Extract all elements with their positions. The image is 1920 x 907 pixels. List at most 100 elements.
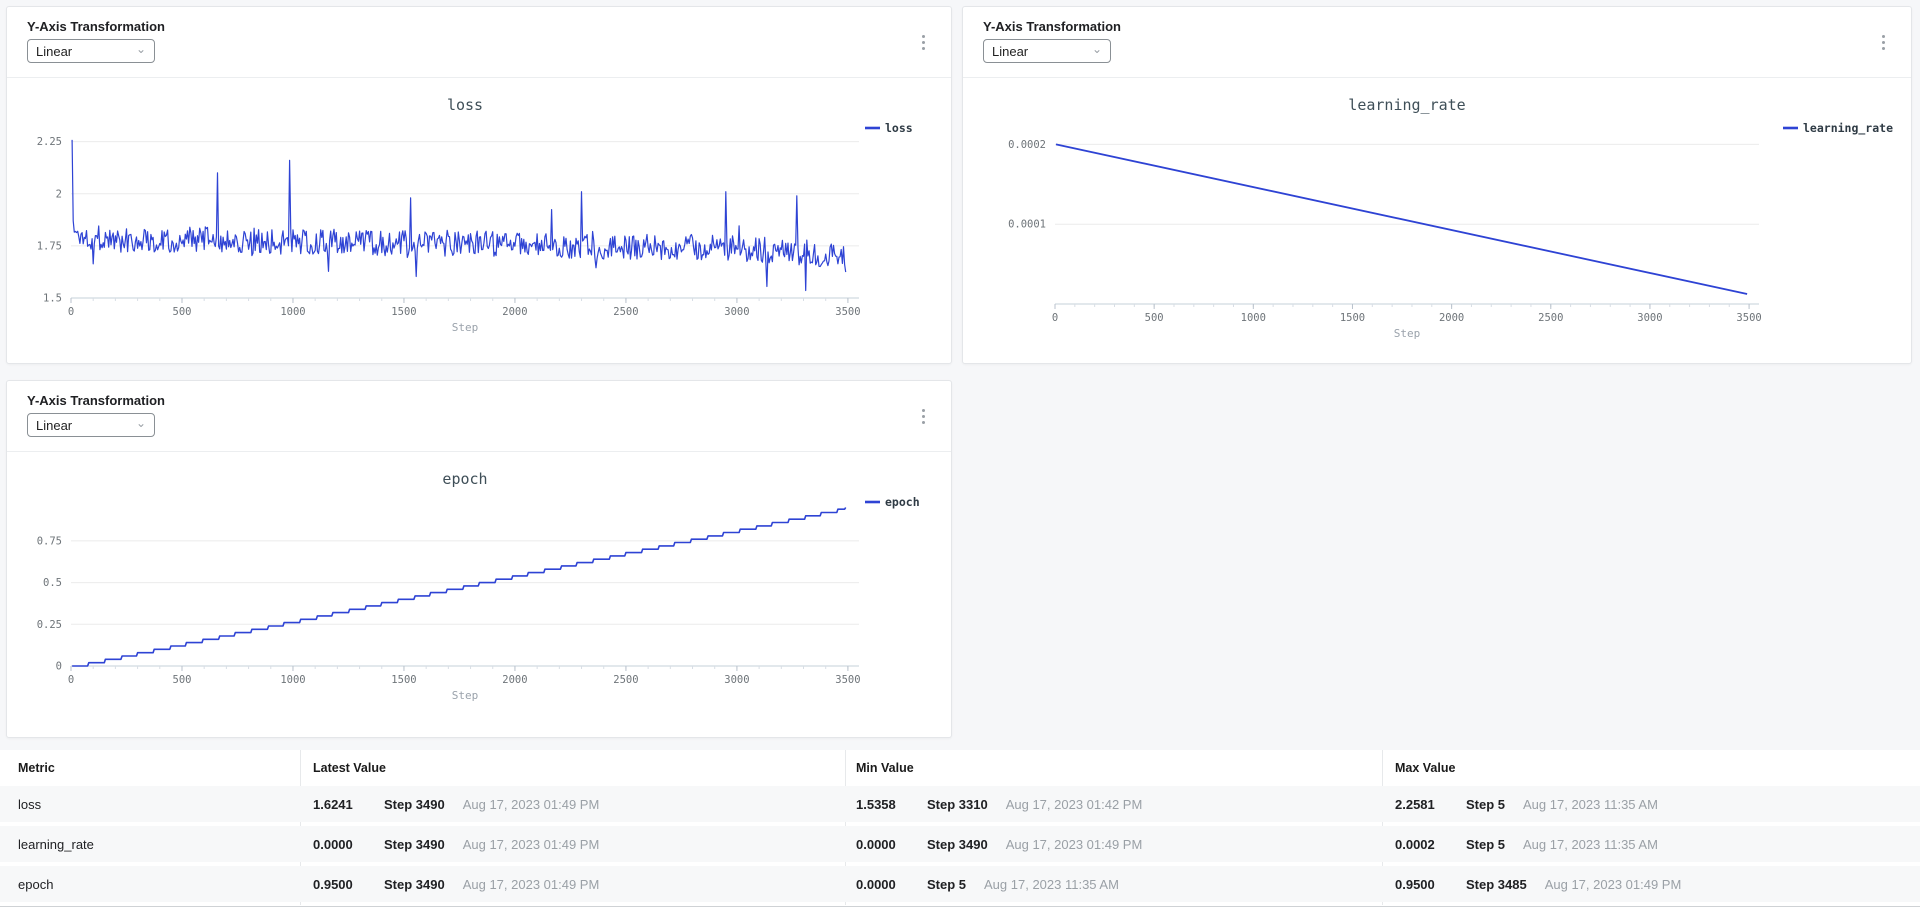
- x-tick-label: 1000: [280, 306, 305, 318]
- min-step-label: Step 5: [927, 876, 967, 892]
- x-tick-label: 2500: [613, 674, 638, 686]
- max-value-cell: 2.2581 Step 5 Aug 17, 2023 11:35 AM: [1395, 786, 1658, 822]
- metric-name-cell: loss: [18, 786, 41, 822]
- latest-timestamp: Aug 17, 2023 01:49 PM: [462, 836, 600, 852]
- column-header-latest-value: Latest Value: [313, 761, 386, 775]
- min-value-cell: 0.0000 Step 5 Aug 17, 2023 11:35 AM: [856, 866, 1119, 902]
- more-options-icon[interactable]: [1878, 31, 1889, 54]
- x-tick-label: 500: [1145, 312, 1164, 324]
- max-value: 0.9500: [1395, 876, 1435, 892]
- x-tick-label: 2000: [502, 674, 527, 686]
- legend-label: epoch: [885, 495, 920, 509]
- chevron-down-icon: ⌄: [135, 42, 146, 56]
- max-step-label: Step 5: [1466, 836, 1506, 852]
- select-value: Linear: [992, 43, 1029, 59]
- card-header: Y-Axis Transformation Linear ⌄: [963, 7, 1911, 78]
- x-tick-label: 2500: [1538, 312, 1563, 324]
- latest-value: 0.0000: [313, 836, 353, 852]
- min-value-cell: 0.0000 Step 3490 Aug 17, 2023 01:49 PM: [856, 826, 1142, 862]
- max-timestamp: Aug 17, 2023 01:49 PM: [1544, 876, 1682, 892]
- y-axis-transformation-select[interactable]: Linear ⌄: [27, 413, 155, 437]
- x-tick-label: 3000: [724, 674, 749, 686]
- x-tick-label: 2000: [502, 306, 527, 318]
- chart-card-learning-rate: Y-Axis Transformation Linear ⌄ 0.0001 0.0…: [962, 6, 1912, 364]
- max-timestamp: Aug 17, 2023 11:35 AM: [1523, 796, 1658, 812]
- series-line: [71, 139, 847, 292]
- metric-name: learning_rate: [18, 836, 94, 852]
- min-value-cell: 1.5358 Step 3310 Aug 17, 2023 01:42 PM: [856, 786, 1142, 822]
- min-timestamp: Aug 17, 2023 01:42 PM: [1005, 796, 1143, 812]
- max-value-cell: 0.0002 Step 5 Aug 17, 2023 11:35 AM: [1395, 826, 1658, 862]
- card-header: Y-Axis Transformation Linear ⌄: [7, 7, 951, 78]
- latest-step-label: Step 3490: [384, 796, 445, 812]
- x-tick-label: 3000: [1637, 312, 1662, 324]
- min-timestamp: Aug 17, 2023 11:35 AM: [984, 876, 1119, 892]
- latest-step-label: Step 3490: [384, 836, 445, 852]
- y-axis-transformation-label: Y-Axis Transformation: [983, 19, 1121, 34]
- more-options-icon[interactable]: [918, 31, 929, 54]
- latest-value-cell: 0.0000 Step 3490 Aug 17, 2023 01:49 PM: [313, 826, 599, 862]
- y-tick-label: 0.0002: [1008, 139, 1046, 151]
- y-tick-label: 0.0001: [1008, 219, 1046, 231]
- latest-timestamp: Aug 17, 2023 01:49 PM: [462, 796, 600, 812]
- column-header-min-value: Min Value: [856, 761, 914, 775]
- x-tick-label: 1500: [391, 674, 416, 686]
- x-tick-label: 1500: [391, 306, 416, 318]
- x-tick-label: 2500: [613, 306, 638, 318]
- min-value: 1.5358: [856, 796, 896, 812]
- y-tick-label: 0: [56, 661, 62, 673]
- latest-value-cell: 0.9500 Step 3490 Aug 17, 2023 01:49 PM: [313, 866, 599, 902]
- x-tick-label: 500: [173, 306, 192, 318]
- chevron-down-icon: ⌄: [135, 416, 146, 430]
- y-axis-transformation-select[interactable]: Linear ⌄: [983, 39, 1111, 63]
- latest-value: 1.6241: [313, 796, 353, 812]
- latest-timestamp: Aug 17, 2023 01:49 PM: [462, 876, 600, 892]
- legend-label: learning_rate: [1803, 121, 1893, 136]
- chevron-down-icon: ⌄: [1091, 42, 1102, 56]
- column-header-max-value: Max Value: [1395, 761, 1456, 775]
- y-tick-label: 2.25: [37, 136, 62, 148]
- y-tick-label: 0.25: [37, 619, 62, 631]
- y-axis-transformation-control: Y-Axis Transformation Linear ⌄: [27, 19, 165, 63]
- metric-name-cell: learning_rate: [18, 826, 94, 862]
- latest-value-cell: 1.6241 Step 3490 Aug 17, 2023 01:49 PM: [313, 786, 599, 822]
- chart-title: epoch: [442, 470, 487, 488]
- x-tick-label: 0: [1052, 312, 1058, 324]
- chart-title: loss: [447, 96, 483, 114]
- epoch-chart: 0 0.25 0.5 0.75 0 500 1000 1500 2000 2500 3000 3500…: [37, 470, 920, 702]
- y-axis-transformation-control: Y-Axis Transformation Linear ⌄: [27, 393, 165, 437]
- legend-label: loss: [885, 121, 913, 135]
- y-axis-transformation-select[interactable]: Linear ⌄: [27, 39, 155, 63]
- chart-card-loss: Y-Axis Transformation Linear ⌄ 1.5 1.75 2 2…: [6, 6, 952, 364]
- table-row: learning_rate 0.0000 Step 3490 Aug 17, 2023…: [0, 826, 1920, 862]
- min-value: 0.0000: [856, 876, 896, 892]
- y-tick-label: 2: [56, 188, 62, 200]
- column-header-metric: Metric: [18, 761, 55, 775]
- select-value: Linear: [36, 43, 73, 59]
- latest-step-label: Step 3490: [384, 876, 445, 892]
- x-tick-label: 3500: [835, 306, 860, 318]
- loss-chart: 1.5 1.75 2 2.25 0 500 1000 1500 2000 2500 3000 3500…: [37, 96, 913, 334]
- x-tick-label: 1000: [280, 674, 305, 686]
- metric-name: epoch: [18, 876, 54, 892]
- y-tick-label: 1.75: [37, 240, 62, 252]
- x-tick-label: 0: [68, 306, 74, 318]
- x-tick-label: 0: [68, 674, 74, 686]
- series-line: [1055, 143, 1748, 295]
- y-tick-label: 0.5: [43, 577, 62, 589]
- card-header: Y-Axis Transformation Linear ⌄: [7, 381, 951, 452]
- table-row: loss 1.6241 Step 3490 Aug 17, 2023 01:49 PM…: [0, 786, 1920, 822]
- x-tick-label: 500: [173, 674, 192, 686]
- max-value: 2.2581: [1395, 796, 1435, 812]
- chart-title: learning_rate: [1348, 96, 1465, 114]
- x-tick-label: 3500: [1736, 312, 1761, 324]
- x-tick-label: 3000: [724, 306, 749, 318]
- x-axis-label: Step: [452, 689, 479, 702]
- x-tick-label: 3500: [835, 674, 860, 686]
- x-tick-label: 1000: [1241, 312, 1266, 324]
- more-options-icon[interactable]: [918, 405, 929, 428]
- min-value: 0.0000: [856, 836, 896, 852]
- min-timestamp: Aug 17, 2023 01:49 PM: [1005, 836, 1143, 852]
- metrics-summary-table: Metric Latest Value Min Value Max Value …: [0, 750, 1920, 907]
- max-step-label: Step 5: [1466, 796, 1506, 812]
